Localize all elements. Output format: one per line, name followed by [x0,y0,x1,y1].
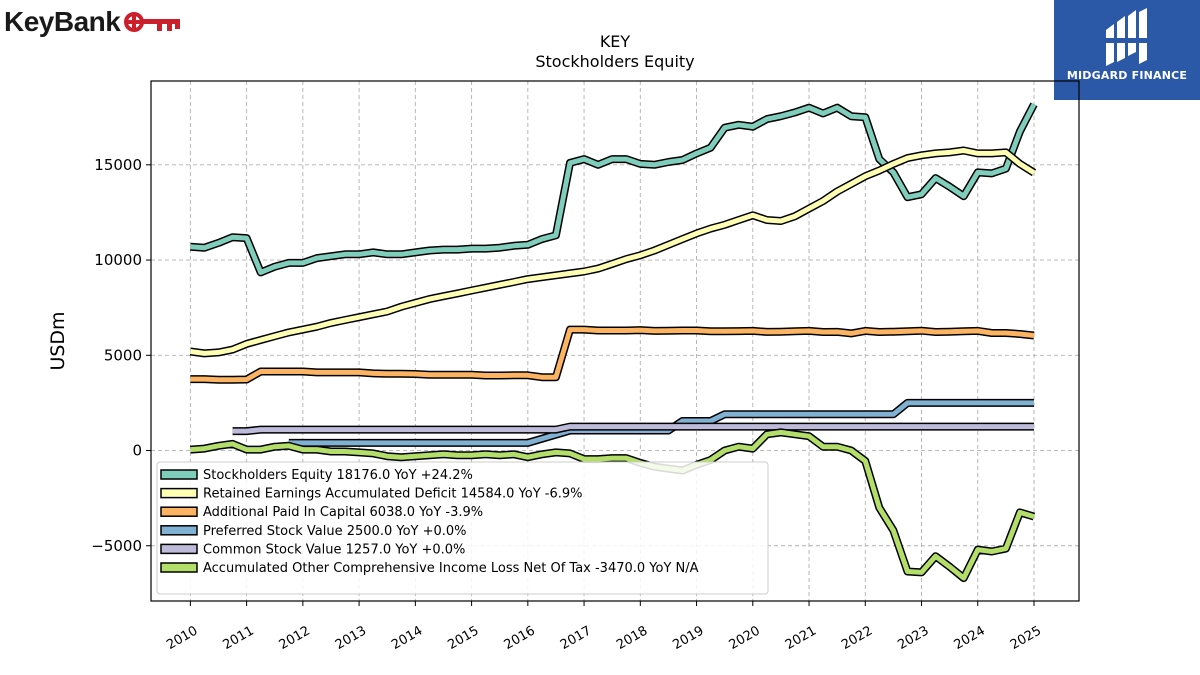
x-tick-label: 2016 [502,623,538,653]
x-tick-label: 2025 [1008,623,1044,653]
series-line-0 [190,103,1037,275]
legend: Stockholders Equity 18176.0 YoY +24.2% Re… [156,461,769,595]
legend-entry: Retained Earnings Accumulated Deficit 14… [203,487,582,502]
keybank-logo-text: KeyBank [4,6,121,37]
legend-swatch [160,525,198,536]
midgard-finance-label: MIDGARD FINANCE [1066,69,1188,82]
x-tick-label: 2017 [558,623,594,653]
series-line-1 [190,148,1036,356]
series-line-4 [232,424,1034,434]
series-lines [189,102,1038,583]
y-tick-label: 10000 [94,251,142,269]
series-line-2 [190,327,1035,383]
key-icon [124,12,181,32]
plot-frame [150,80,1080,602]
legend-entry: Additional Paid In Capital 6038.0 YoY -3… [203,505,483,520]
series-outline-1 [189,146,1037,358]
y-tick-label: 0 [132,442,142,460]
series-line-3 [288,400,1034,446]
legend-entry: Accumulated Other Comprehensive Income L… [203,561,699,576]
x-tick-label: 2013 [333,623,369,653]
y-axis-label: USDm [47,311,69,370]
y-tick-label: 5000 [104,346,142,364]
x-tick-label: 2011 [220,623,256,653]
legend-swatch [160,487,198,499]
legend-swatch [160,506,198,517]
legend-entry: Preferred Stock Value 2500.0 YoY +0.0% [203,524,467,539]
x-tick-label: 2014 [389,623,425,653]
midgard-emblem-icon [1104,8,1150,66]
x-axis-ticks: 2010 2011 2012 2013 2014 2015 2016 2017 2018 2019… [164,601,1044,653]
x-tick-label: 2023 [895,623,931,653]
legend-swatch [160,469,198,480]
legend-entry: Common Stock Value 1257.0 YoY +0.0% [203,542,465,557]
y-tick-label: −5000 [91,537,142,555]
midgard-finance-logo: MIDGARD FINANCE [1054,0,1200,100]
chart-subtitle: Stockholders Equity [535,52,694,71]
x-tick-label: 2024 [952,623,988,653]
y-tick-label: 15000 [94,156,142,174]
x-tick-label: 2015 [445,623,481,653]
x-tick-label: 2018 [614,623,650,653]
legend-swatch [160,543,198,555]
x-tick-label: 2022 [839,623,875,653]
x-tick-label: 2019 [670,623,706,653]
series-line-5 [190,429,1035,581]
x-tick-label: 2020 [727,623,763,653]
legend-swatch [160,562,198,573]
x-tick-label: 2021 [783,623,819,653]
x-tick-label: 2010 [164,623,200,653]
legend-entry: Stockholders Equity 18176.0 YoY +24.2% [203,468,473,483]
series-outline-0 [190,102,1038,277]
y-axis-ticks: −5000 0 5000 10000 15000 [91,156,151,555]
keybank-logo: KeyBank [4,2,183,42]
chart-title: KEY [600,32,631,51]
x-tick-label: 2012 [277,623,313,653]
legend-box [156,461,769,595]
